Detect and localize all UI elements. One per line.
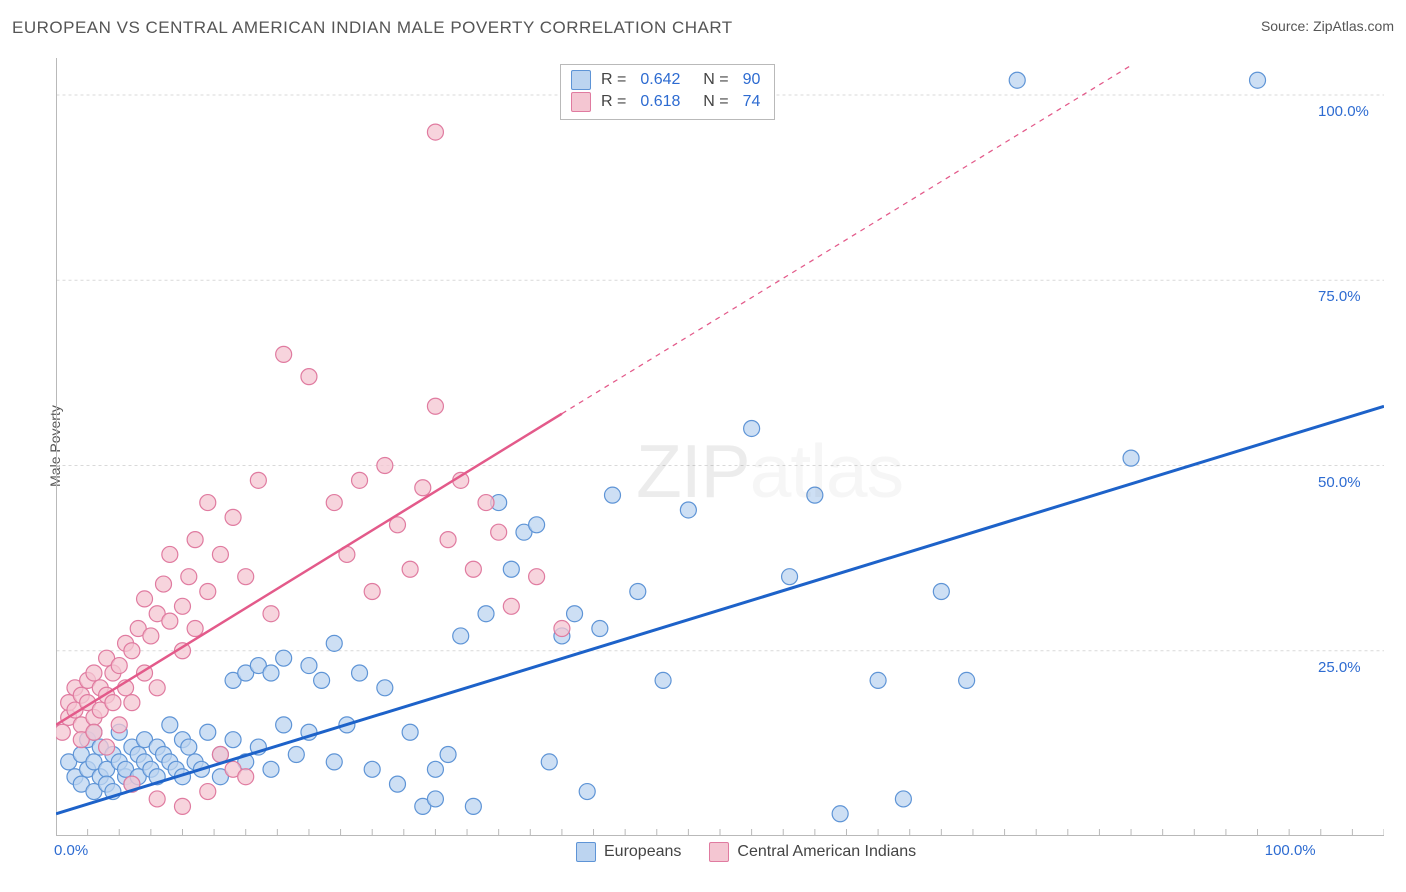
legend-swatch [571,70,591,90]
legend-item: Central American Indians [709,842,916,862]
y-tick-label: 25.0% [1318,659,1361,676]
series-legend: Europeans Central American Indians [576,842,916,862]
stats-row: R = 0.642 N = 90 [571,69,764,91]
scatter-chart-svg [56,58,1384,836]
stat-r-label: R = [601,69,626,91]
y-tick-label: 100.0% [1318,103,1369,120]
stat-r-label: R = [601,91,626,113]
y-tick-label: 75.0% [1318,288,1361,305]
stat-n-label: N = [694,69,728,91]
stat-n-value: 74 [739,91,765,113]
correlation-stats-box: R = 0.642 N = 90 R = 0.618 N = 74 [560,64,775,120]
legend-swatch [576,842,596,862]
legend-label: Europeans [604,843,681,861]
stat-n-value: 90 [739,69,765,91]
x-tick-label: 100.0% [1265,842,1316,859]
y-tick-label: 50.0% [1318,474,1361,491]
legend-item: Europeans [576,842,681,862]
x-tick-label: 0.0% [54,842,88,859]
stat-r-value: 0.642 [636,69,684,91]
legend-swatch [571,92,591,112]
stat-r-value: 0.618 [636,91,684,113]
stat-n-label: N = [694,91,728,113]
legend-label: Central American Indians [737,843,916,861]
chart-plot-area: ZIPatlas R =0.642 N =90R =0.618 N =74 Eu… [56,58,1384,836]
chart-title: EUROPEAN VS CENTRAL AMERICAN INDIAN MALE… [12,18,733,37]
stats-row: R = 0.618 N = 74 [571,91,764,113]
source-label: Source: ZipAtlas.com [1261,18,1394,34]
legend-swatch [709,842,729,862]
